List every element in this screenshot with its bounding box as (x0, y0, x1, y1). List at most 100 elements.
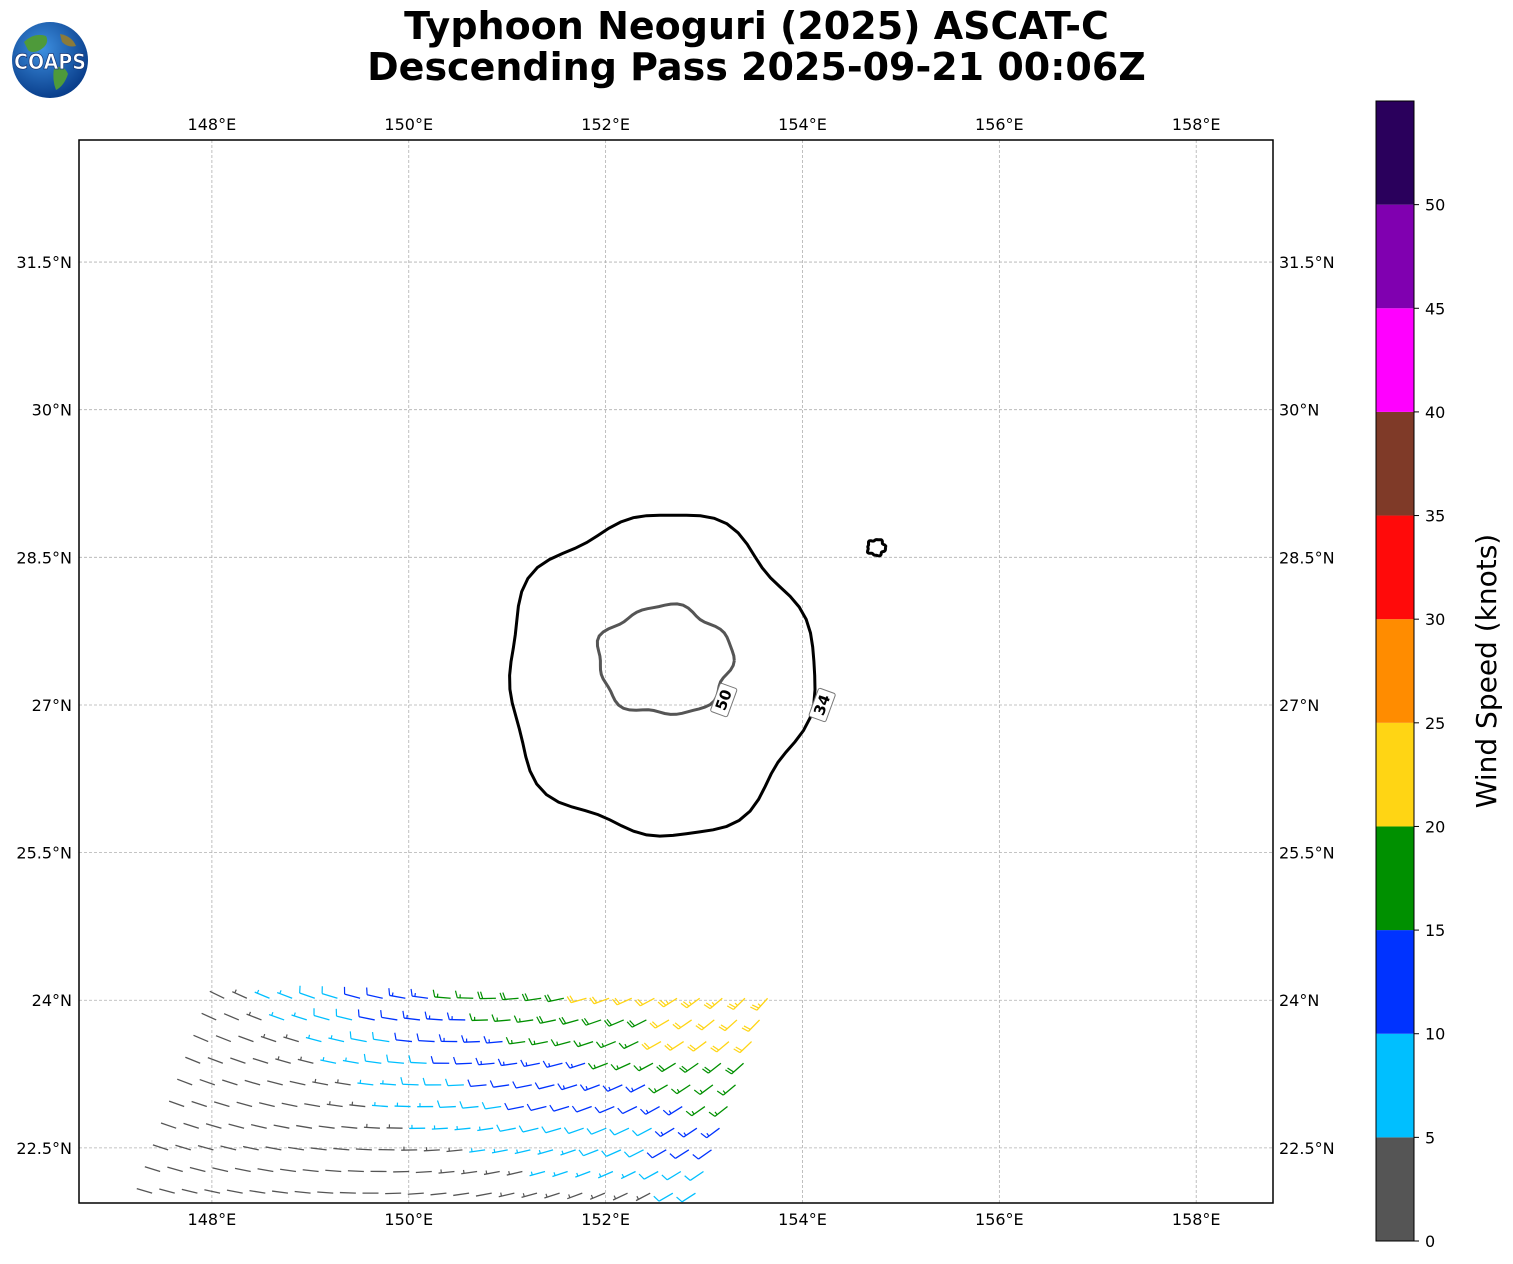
wind-barb (475, 1057, 495, 1066)
wind-barb (199, 1078, 216, 1086)
wind-barb (386, 1124, 403, 1129)
contour-34 (508, 513, 817, 838)
contour-34-islet (865, 538, 888, 558)
wind-barb (560, 1149, 576, 1156)
wind-barb (676, 1192, 696, 1203)
wind-barb (733, 1041, 753, 1054)
colorbar-tick-2: 10 (1425, 1025, 1445, 1044)
wind-barb (672, 1019, 693, 1030)
colorbar-tick-6: 30 (1425, 610, 1445, 629)
colorbar-tick-9: 45 (1425, 299, 1445, 318)
wind-barb (343, 986, 361, 999)
wind-barb (209, 990, 225, 999)
y-tick-left-1: 30°N (32, 401, 72, 420)
wind-barb (167, 1166, 183, 1173)
y-tick-left-0: 31.5°N (16, 253, 72, 272)
wind-barb (250, 1123, 267, 1129)
wind-barb (197, 1145, 214, 1151)
wind-barb (477, 991, 496, 1000)
wind-barb (587, 1062, 608, 1070)
wind-barb (136, 1188, 153, 1194)
wind-barb (280, 1168, 297, 1173)
y-tick-left-4: 25.5°N (16, 844, 72, 863)
y-axis-ticks: 31.5°N 31.5°N 30°N 30°N 28.5°N 28.5°N 27°N 27°N… (16, 253, 1334, 1158)
wind-barb (408, 1055, 427, 1064)
wind-barb (417, 1103, 434, 1108)
wind-barb (512, 1081, 532, 1089)
wind-barb (310, 1147, 327, 1151)
wind-barb (641, 1041, 662, 1050)
wind-barb (281, 1102, 298, 1108)
wind-barb (635, 1192, 651, 1202)
x-tick-top-0: 148°E (188, 115, 237, 134)
wind-barb (409, 1124, 426, 1130)
wind-barb (416, 1033, 435, 1043)
wind-barb (634, 997, 655, 1007)
wind-barb (328, 1035, 345, 1043)
wind-barb (334, 1079, 351, 1086)
wind-barb (317, 1191, 334, 1194)
wind-barb (483, 1170, 500, 1176)
wind-barb (320, 1056, 337, 1064)
colorbar: 0 5 10 15 20 25 30 35 40 45 50 Wind Speed (knots) (1375, 100, 1503, 1251)
wind-barb (498, 1192, 515, 1198)
wind-barb (575, 1170, 591, 1178)
wind-barb (201, 1012, 217, 1021)
wind-barb (528, 1038, 548, 1046)
wind-barb (304, 1103, 321, 1108)
wind-barb (692, 1149, 712, 1160)
wind-barb (238, 1035, 254, 1043)
wind-barb (557, 1083, 578, 1091)
wind-barb (670, 1084, 691, 1095)
y-tick-right-3: 27°N (1279, 696, 1319, 715)
wind-barb (297, 1056, 314, 1064)
wind-barb (657, 997, 678, 1008)
wind-barb (355, 1148, 372, 1151)
y-tick-right-0: 31.5°N (1279, 253, 1335, 272)
x-tick-top-5: 158°E (1172, 115, 1221, 134)
wind-barb (521, 1192, 538, 1198)
wind-barb (520, 1059, 540, 1068)
wind-barb (558, 1016, 579, 1025)
wind-barb (571, 1105, 592, 1113)
wind-barb (410, 988, 429, 999)
wind-barb (662, 1105, 683, 1116)
wind-barb (638, 1170, 659, 1180)
wind-barb (371, 1031, 390, 1043)
wind-barb (312, 1078, 329, 1086)
y-tick-right-4: 25.5°N (1279, 844, 1335, 863)
plot-frame (78, 139, 1274, 1204)
x-tick-top-1: 150°E (384, 115, 433, 134)
y-tick-left-5: 24°N (32, 991, 72, 1010)
wind-barb (708, 1106, 728, 1117)
wind-barb (181, 1188, 198, 1194)
wind-barb (283, 1034, 299, 1043)
wind-barb (275, 1056, 291, 1064)
wind-barb (710, 1041, 730, 1053)
y-tick-left-6: 22.5°N (16, 1139, 72, 1158)
wind-barb (534, 1082, 555, 1090)
wind-barb (467, 1079, 487, 1088)
gridlines (79, 140, 1273, 1203)
wind-barb (625, 1084, 646, 1093)
wind-barb (718, 1019, 738, 1032)
wind-barb (302, 1169, 319, 1173)
wind-barb (544, 994, 564, 1003)
wind-barb (341, 1125, 358, 1129)
wind-barb (566, 995, 587, 1004)
x-axis-ticks: 148°E 148°E 150°E 150°E 152°E 152°E 154°E 154°E… (188, 115, 1221, 1229)
wind-barb (438, 1169, 455, 1174)
wind-barb (305, 1034, 322, 1043)
colorbar-frame (1375, 100, 1415, 1242)
wind-barb (249, 1189, 266, 1194)
wind-barb (220, 1145, 237, 1151)
wind-barb (325, 1169, 342, 1173)
wind-barbs (136, 985, 769, 1203)
wind-barb (594, 1105, 615, 1114)
wind-barb (265, 1146, 282, 1151)
wind-barb (446, 1012, 466, 1021)
wind-barb (477, 1126, 494, 1132)
colorbar-bin-8 (1376, 308, 1414, 412)
wind-barb (276, 990, 293, 999)
